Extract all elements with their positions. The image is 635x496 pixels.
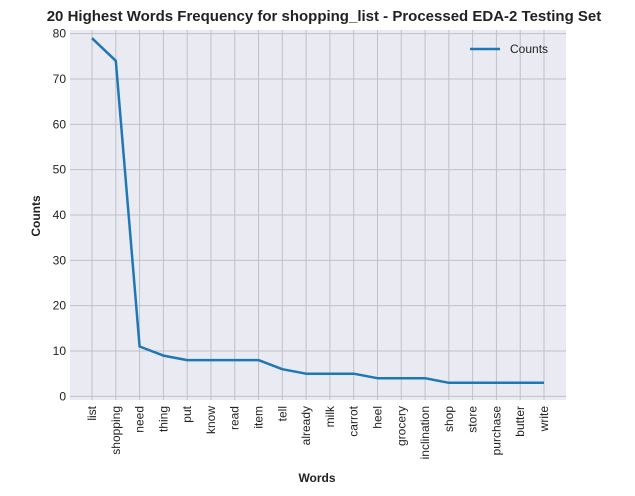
x-tick-label: already (299, 406, 313, 445)
x-tick-label: item (252, 406, 266, 429)
x-tick-label: write (537, 406, 551, 433)
series-line-counts (91, 37, 544, 385)
legend: Counts (470, 42, 548, 56)
x-tick-label: inclination (418, 406, 432, 459)
x-axis-label: Words (298, 471, 335, 485)
y-tick-label: 80 (53, 27, 67, 41)
x-tick-label: shopping (109, 406, 123, 455)
x-tick-label: butter (513, 406, 527, 437)
x-tick-label: thing (156, 406, 170, 432)
x-tick-label: need (133, 406, 147, 433)
y-axis-label: Counts (29, 195, 43, 237)
x-tick-label: purchase (489, 406, 503, 456)
x-tick-label: milk (323, 405, 337, 427)
legend-label-counts: Counts (510, 42, 548, 56)
x-tick-label: list (85, 405, 99, 420)
y-tick-label: 70 (53, 72, 67, 86)
chart-title: 20 Highest Words Frequency for shopping_… (47, 8, 602, 25)
x-tick-label: store (466, 406, 480, 433)
x-tick-label: tell (275, 406, 289, 421)
y-axis-ticks: 0 10 20 30 40 50 60 70 80 (53, 27, 67, 404)
x-tick-label: carrot (347, 405, 361, 436)
y-tick-label: 20 (53, 299, 67, 313)
x-tick-label: put (180, 405, 194, 422)
x-axis-ticks: list shopping need thing put know read item tell… (85, 405, 551, 459)
x-tick-label: shop (442, 406, 456, 432)
x-tick-label: grocery (394, 406, 408, 446)
y-tick-label: 40 (53, 208, 67, 222)
y-tick-label: 10 (53, 344, 67, 358)
y-tick-label: 50 (53, 163, 67, 177)
x-tick-label: heel (370, 406, 384, 429)
y-tick-label: 0 (59, 389, 66, 403)
y-tick-label: 60 (53, 117, 67, 131)
x-tick-label: read (228, 406, 242, 430)
y-tick-label: 30 (53, 253, 67, 267)
grid-lines (70, 30, 566, 400)
x-tick-label: know (204, 406, 218, 434)
series-layer (91, 37, 545, 385)
